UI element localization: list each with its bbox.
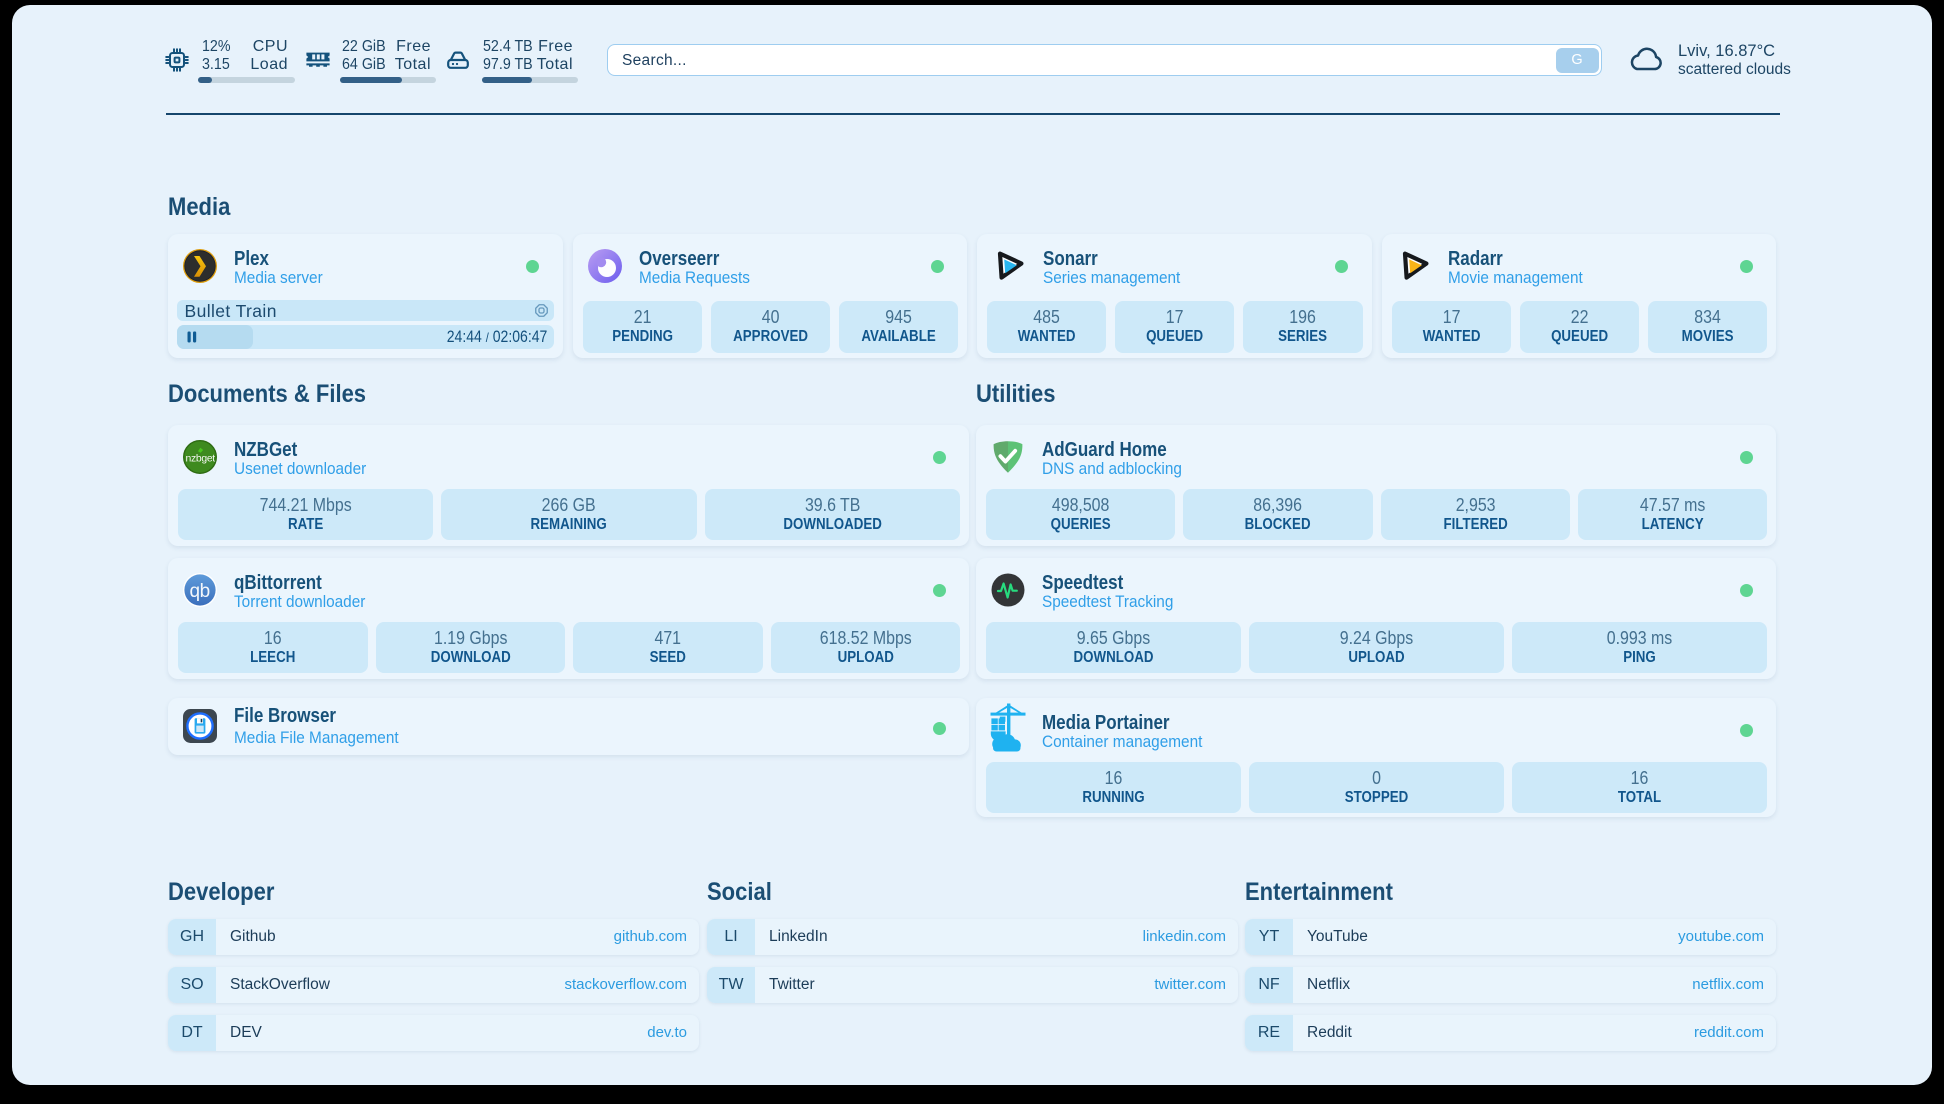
svg-text:nzbget: nzbget [185, 454, 215, 465]
svg-text:qb: qb [190, 581, 210, 602]
